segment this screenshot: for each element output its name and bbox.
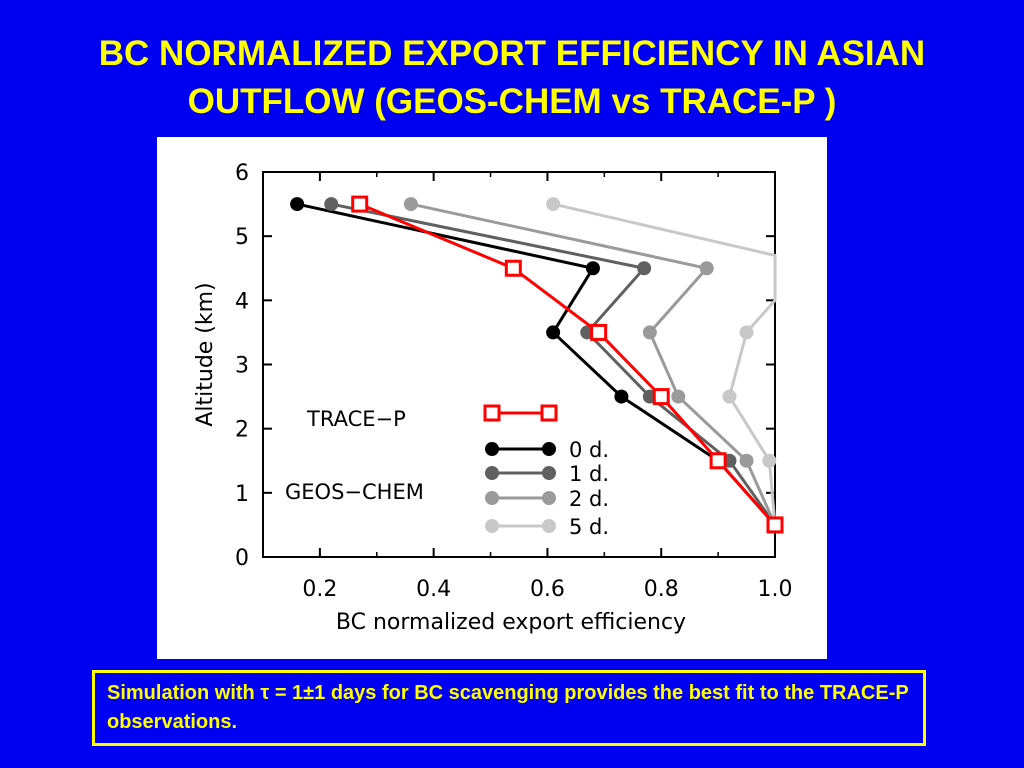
y-tick-label: 0	[235, 546, 249, 571]
series-line-2-d	[410, 202, 777, 526]
data-point-trace-p	[504, 259, 522, 277]
legend-marker	[485, 442, 499, 456]
y-tick-label: 2	[235, 418, 249, 443]
chart-series	[290, 195, 784, 534]
data-point-2-d	[671, 389, 686, 404]
data-point-trace-p	[652, 388, 670, 406]
y-tick-label: 5	[235, 225, 249, 250]
y-axis-label: Altitude (km)	[193, 282, 218, 426]
data-point-5-d	[762, 453, 777, 468]
legend-marker	[540, 404, 558, 422]
y-tick-label: 3	[235, 354, 249, 379]
title-line-2: OUTFLOW (GEOS-CHEM vs TRACE-P )	[187, 82, 837, 121]
legend-entry-label: 1 d.	[569, 462, 609, 486]
legend-marker	[485, 519, 499, 533]
series-line-trace-p	[359, 202, 777, 526]
data-point-2-d	[642, 325, 657, 340]
data-point-0-d	[585, 261, 600, 276]
data-point-0-d	[614, 389, 629, 404]
series-1-d	[324, 197, 782, 532]
legend-marker	[485, 466, 499, 480]
data-point-0-d	[546, 325, 561, 340]
data-point-2-d	[403, 197, 418, 212]
data-point-5-d	[722, 389, 737, 404]
legend-entry-label: 0 d.	[569, 438, 609, 462]
legend-entry-label: 2 d.	[569, 487, 609, 511]
legend-group-model-label: GEOS−CHEM	[285, 480, 424, 504]
series-trace-p	[351, 195, 784, 534]
data-point-trace-p	[709, 452, 727, 470]
legend-entry-label: 5 d.	[569, 515, 609, 539]
series-line-1-d	[330, 202, 777, 526]
legend-group-trace-label: TRACE−P	[306, 407, 406, 431]
x-tick-label: 0.8	[644, 577, 679, 602]
y-tick-label: 4	[235, 289, 249, 314]
x-tick-label: 0.6	[530, 577, 565, 602]
x-tick-label: 0.4	[416, 577, 451, 602]
title-line-1: BC NORMALIZED EXPORT EFFICIENCY IN ASIAN	[98, 34, 926, 73]
series-line-0-d	[296, 202, 777, 526]
y-tick-label: 1	[235, 482, 249, 507]
conclusion-text: Simulation with τ = 1±1 days for BC scav…	[107, 682, 909, 733]
y-tick-label: 6	[235, 161, 249, 186]
legend-marker	[483, 404, 501, 422]
chart-legend: TRACE−P GEOS−CHEM 0 d.1 d.2 d. 5 d.	[285, 404, 609, 539]
legend-marker	[542, 491, 556, 505]
slide-title: BC NORMALIZED EXPORT EFFICIENCY IN ASIAN…	[0, 30, 1024, 126]
legend-marker	[542, 519, 556, 533]
export-efficiency-chart: 0.2 0.4 0.6 0.8 1.0 0 1 2 3 4 5 6 BC normalized expo…	[193, 161, 793, 635]
data-point-trace-p	[766, 516, 784, 534]
legend-marker	[542, 466, 556, 480]
data-point-5-d	[546, 197, 561, 212]
x-tick-label: 0.2	[302, 577, 337, 602]
data-point-1-d	[637, 261, 652, 276]
data-point-2-d	[699, 261, 714, 276]
conclusion-note: Simulation with τ = 1±1 days for BC scav…	[92, 670, 926, 746]
data-point-5-d	[739, 325, 754, 340]
legend-marker	[542, 442, 556, 456]
data-point-1-d	[324, 197, 339, 212]
data-point-0-d	[290, 197, 305, 212]
data-point-trace-p	[590, 323, 608, 341]
data-point-trace-p	[351, 195, 369, 213]
data-point-2-d	[739, 453, 754, 468]
chart-panel: 0.2 0.4 0.6 0.8 1.0 0 1 2 3 4 5 6 BC normalized expo…	[157, 137, 827, 659]
x-tick-label: 1.0	[758, 577, 793, 602]
chart-axes: 0.2 0.4 0.6 0.8 1.0 0 1 2 3 4 5 6 BC normalized expo…	[193, 161, 793, 635]
legend-marker	[485, 491, 499, 505]
x-axis-label: BC normalized export efficiency	[336, 610, 686, 635]
